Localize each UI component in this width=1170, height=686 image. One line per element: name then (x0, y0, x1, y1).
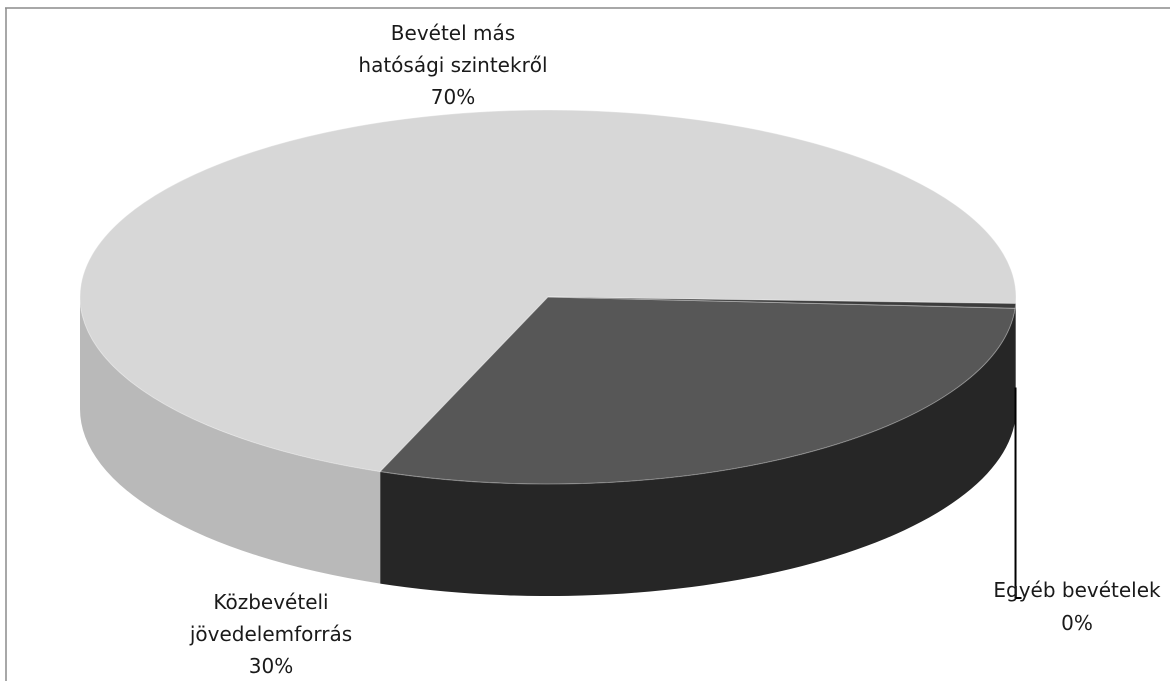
value-label-kozbeveteli: 30% (249, 654, 293, 678)
label-bevetel-line2: hatósági szintekről (358, 53, 547, 77)
label-kozbeveteli-line2: jövedelemforrás (189, 622, 352, 646)
label-kozbeveteli-line1: Közbevételi (213, 590, 328, 614)
pie-tops (80, 110, 1016, 484)
value-label-egyeb: 0% (1061, 611, 1093, 635)
value-label-bevetel: 70% (431, 85, 475, 109)
label-bevetel-line1: Bevétel más (391, 21, 515, 45)
